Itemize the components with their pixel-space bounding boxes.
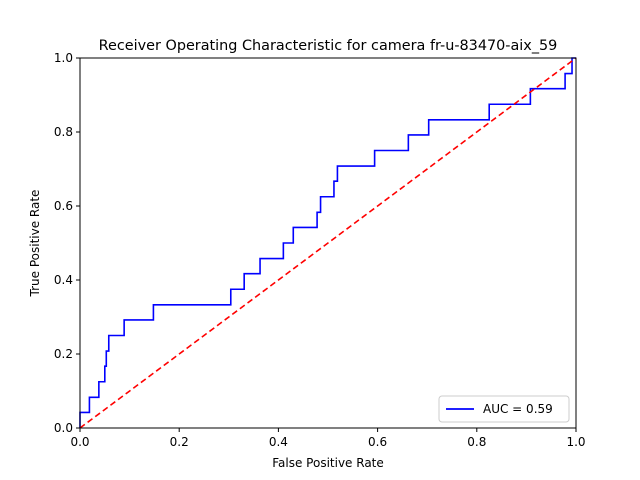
x-axis-label: False Positive Rate bbox=[272, 456, 384, 470]
x-tick-label: 1.0 bbox=[566, 435, 585, 449]
y-tick-label: 0.6 bbox=[54, 199, 73, 213]
y-tick-label: 0.0 bbox=[54, 421, 73, 435]
chart-title: Receiver Operating Characteristic for ca… bbox=[99, 38, 558, 54]
x-tick-label: 0.8 bbox=[467, 435, 486, 449]
x-tick-label: 0.6 bbox=[368, 435, 387, 449]
y-axis-label: True Positive Rate bbox=[28, 190, 42, 298]
legend: AUC = 0.59 bbox=[438, 395, 570, 423]
chance-line bbox=[79, 57, 577, 429]
y-tick-label: 0.8 bbox=[54, 125, 73, 139]
y-tick-label: 0.2 bbox=[54, 347, 73, 361]
y-tick-label: 0.4 bbox=[54, 273, 73, 287]
roc-curve bbox=[79, 57, 576, 428]
x-tick-label: 0.0 bbox=[70, 435, 89, 449]
legend-label: AUC = 0.59 bbox=[483, 402, 553, 416]
x-tick-label: 0.2 bbox=[170, 435, 189, 449]
x-tick-label: 0.4 bbox=[269, 435, 288, 449]
y-tick-label: 1.0 bbox=[54, 51, 73, 65]
plot-frame bbox=[79, 57, 577, 429]
legend-box bbox=[438, 395, 570, 423]
